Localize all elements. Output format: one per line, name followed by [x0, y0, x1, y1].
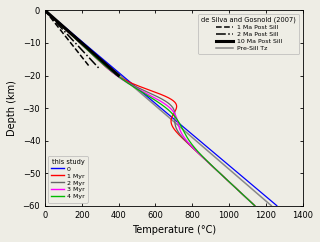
Y-axis label: Depth (km): Depth (km): [7, 80, 17, 136]
X-axis label: Temperature (°C): Temperature (°C): [132, 225, 216, 235]
Legend: 0, 1 Myr, 2 Myr, 3 Myr, 4 Myr: 0, 1 Myr, 2 Myr, 3 Myr, 4 Myr: [48, 156, 88, 203]
